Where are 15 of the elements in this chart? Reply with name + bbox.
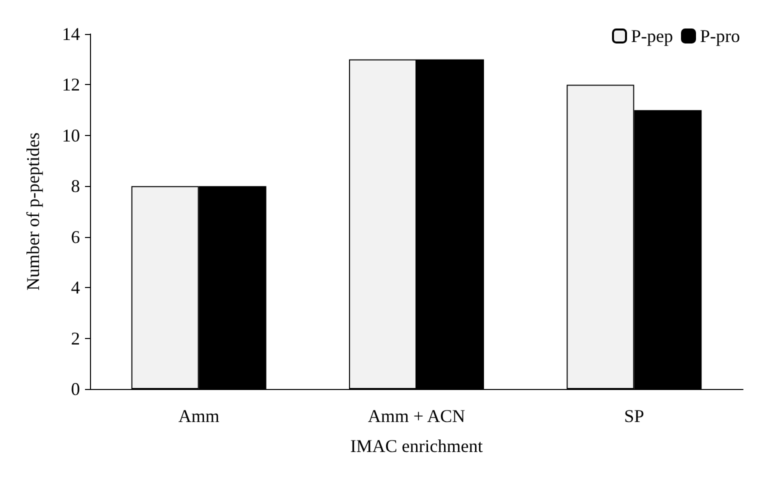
y-axis-title: Number of p-peptides [23, 132, 43, 290]
y-tick-label: 0 [71, 379, 80, 399]
y-tick-label: 4 [71, 278, 80, 298]
x-tick-label: SP [624, 406, 644, 426]
legend-label: P-pro [700, 26, 740, 46]
x-tick-label: Amm [178, 406, 220, 426]
legend-label: P-pep [631, 26, 674, 46]
x-axis-title: IMAC enrichment [350, 436, 483, 456]
y-tick-label: 2 [71, 328, 80, 348]
y-tick-label: 12 [62, 74, 80, 95]
y-tick-label: 10 [62, 125, 80, 146]
x-tick-label: Amm + ACN [368, 406, 466, 426]
y-tick-label: 6 [71, 226, 80, 247]
y-tick-label: 14 [62, 24, 80, 44]
y-tick-label: 8 [71, 176, 80, 196]
